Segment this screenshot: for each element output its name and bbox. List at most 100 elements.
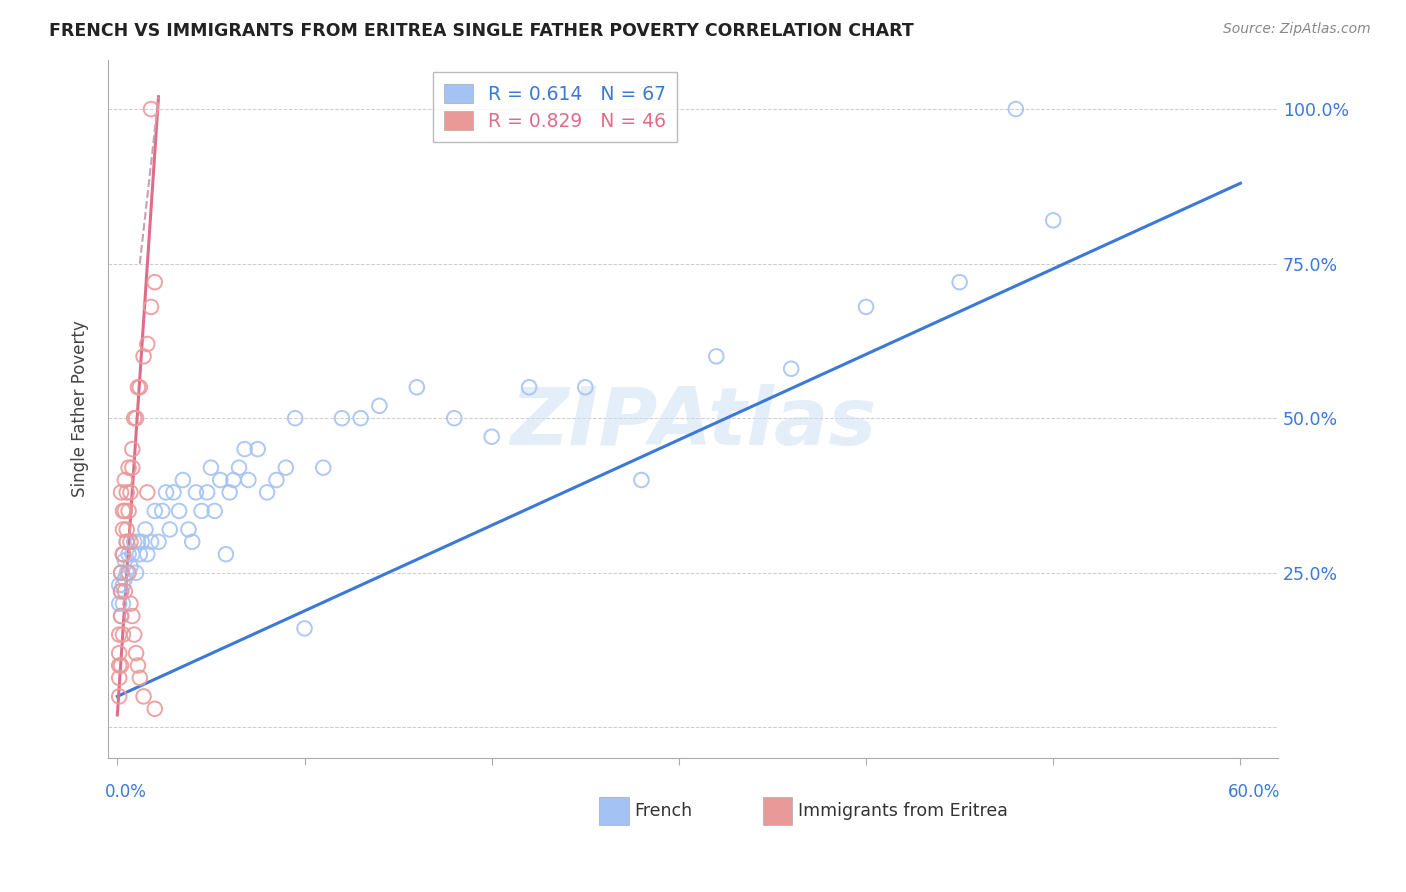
Point [704, 350, 727, 364]
Point [443, 411, 465, 425]
Point [405, 380, 427, 394]
Point [122, 534, 145, 549]
Text: 0.0%: 0.0% [105, 783, 148, 801]
Point [294, 621, 316, 635]
Point [136, 337, 159, 351]
Point [121, 609, 143, 624]
FancyBboxPatch shape [599, 797, 628, 824]
Point [284, 411, 307, 425]
Point [120, 559, 142, 574]
Point [114, 584, 136, 599]
Point [136, 547, 159, 561]
Text: FRENCH VS IMMIGRANTS FROM ERITREA SINGLE FATHER POVERTY CORRELATION CHART: FRENCH VS IMMIGRANTS FROM ERITREA SINGLE… [49, 22, 914, 40]
Point [127, 658, 149, 673]
Point [139, 534, 162, 549]
Point [110, 584, 132, 599]
Point [111, 547, 134, 561]
Point [184, 485, 207, 500]
Point [114, 504, 136, 518]
Point [574, 380, 596, 394]
Point [128, 671, 150, 685]
Point [115, 566, 138, 580]
Point [949, 275, 972, 289]
Point [127, 380, 149, 394]
Point [115, 534, 138, 549]
Point [110, 609, 132, 624]
Point [190, 504, 212, 518]
Point [855, 300, 877, 314]
Point [139, 102, 162, 116]
Point [162, 485, 184, 500]
Point [125, 566, 148, 580]
Point [108, 671, 131, 685]
Point [143, 504, 166, 518]
Text: French: French [634, 802, 693, 820]
Point [125, 646, 148, 660]
Point [167, 504, 190, 518]
Point [108, 597, 131, 611]
Point [111, 578, 134, 592]
Point [125, 411, 148, 425]
Point [110, 658, 132, 673]
Point [330, 411, 353, 425]
Point [274, 460, 297, 475]
Point [111, 547, 134, 561]
Point [132, 350, 155, 364]
Point [115, 523, 138, 537]
Point [143, 702, 166, 716]
Point [108, 658, 131, 673]
Point [111, 627, 134, 641]
Point [195, 485, 218, 500]
Point [108, 578, 131, 592]
Point [117, 566, 139, 580]
Point [368, 399, 391, 413]
Point [159, 523, 181, 537]
Point [122, 411, 145, 425]
Point [218, 485, 240, 500]
Point [111, 504, 134, 518]
Text: Source: ZipAtlas.com: Source: ZipAtlas.com [1223, 22, 1371, 37]
Point [181, 534, 204, 549]
Point [131, 534, 153, 549]
Point [108, 690, 131, 704]
Point [110, 485, 132, 500]
Point [114, 553, 136, 567]
Point [238, 473, 260, 487]
Point [209, 473, 232, 487]
Point [108, 627, 131, 641]
Point [246, 442, 269, 456]
Point [630, 473, 652, 487]
Point [312, 460, 335, 475]
Point [150, 504, 173, 518]
Point [117, 504, 139, 518]
Point [120, 534, 142, 549]
Point [350, 411, 373, 425]
Text: ZIPAtlas: ZIPAtlas [510, 384, 876, 462]
Point [115, 534, 138, 549]
Point [114, 473, 136, 487]
Legend: R = 0.614   N = 67, R = 0.829   N = 46: R = 0.614 N = 67, R = 0.829 N = 46 [433, 72, 676, 143]
Point [155, 485, 177, 500]
Point [111, 523, 134, 537]
Point [780, 361, 803, 376]
Point [110, 609, 132, 624]
Point [481, 430, 503, 444]
Point [110, 566, 132, 580]
Point [121, 547, 143, 561]
Point [143, 275, 166, 289]
Point [222, 473, 245, 487]
Point [177, 523, 200, 537]
Text: 60.0%: 60.0% [1229, 783, 1281, 801]
Point [139, 300, 162, 314]
Point [172, 473, 194, 487]
Point [115, 485, 138, 500]
Point [114, 572, 136, 586]
Y-axis label: Single Father Poverty: Single Father Poverty [72, 320, 89, 498]
Point [120, 485, 142, 500]
Point [204, 504, 226, 518]
Point [128, 380, 150, 394]
Point [136, 485, 159, 500]
Point [233, 442, 256, 456]
Point [110, 566, 132, 580]
Point [121, 442, 143, 456]
